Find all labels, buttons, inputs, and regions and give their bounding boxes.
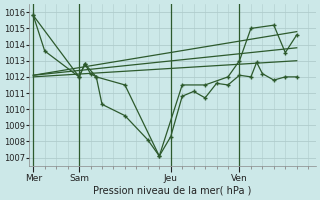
X-axis label: Pression niveau de la mer( hPa ): Pression niveau de la mer( hPa ) xyxy=(93,186,252,196)
